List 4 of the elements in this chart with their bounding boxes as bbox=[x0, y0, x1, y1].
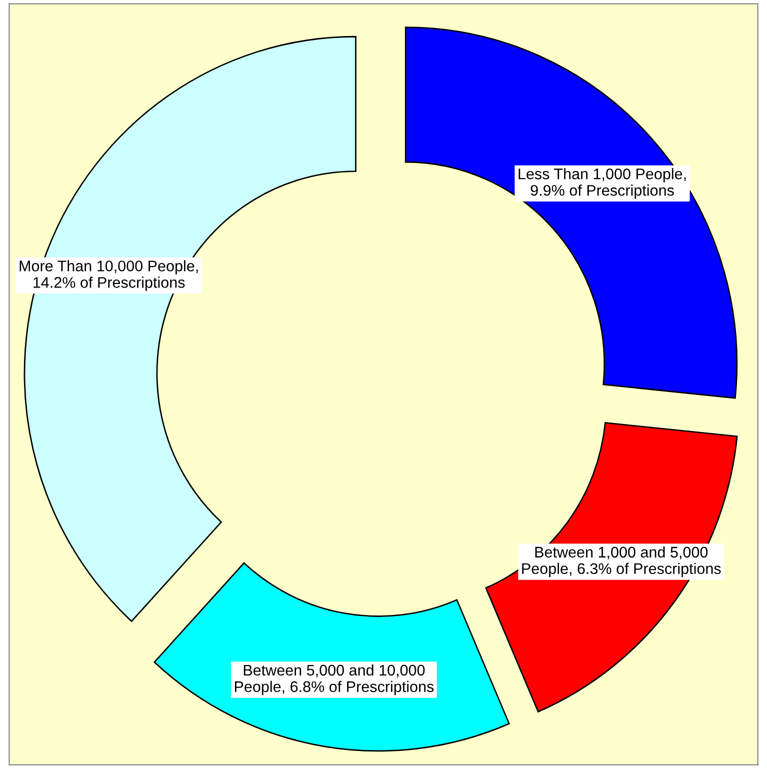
slice-label: Less Than 1,000 People, 9.9% of Prescriptions bbox=[518, 168, 686, 199]
slice-label: More Than 10,000 People, 14.2% of Prescriptions bbox=[20, 260, 198, 291]
slice-label: Between 1,000 and 5,000 People, 6.3% of Prescriptions bbox=[522, 546, 721, 578]
slice-label: Between 5,000 and 10,000 People, 6.8% of Prescriptions bbox=[234, 664, 434, 696]
